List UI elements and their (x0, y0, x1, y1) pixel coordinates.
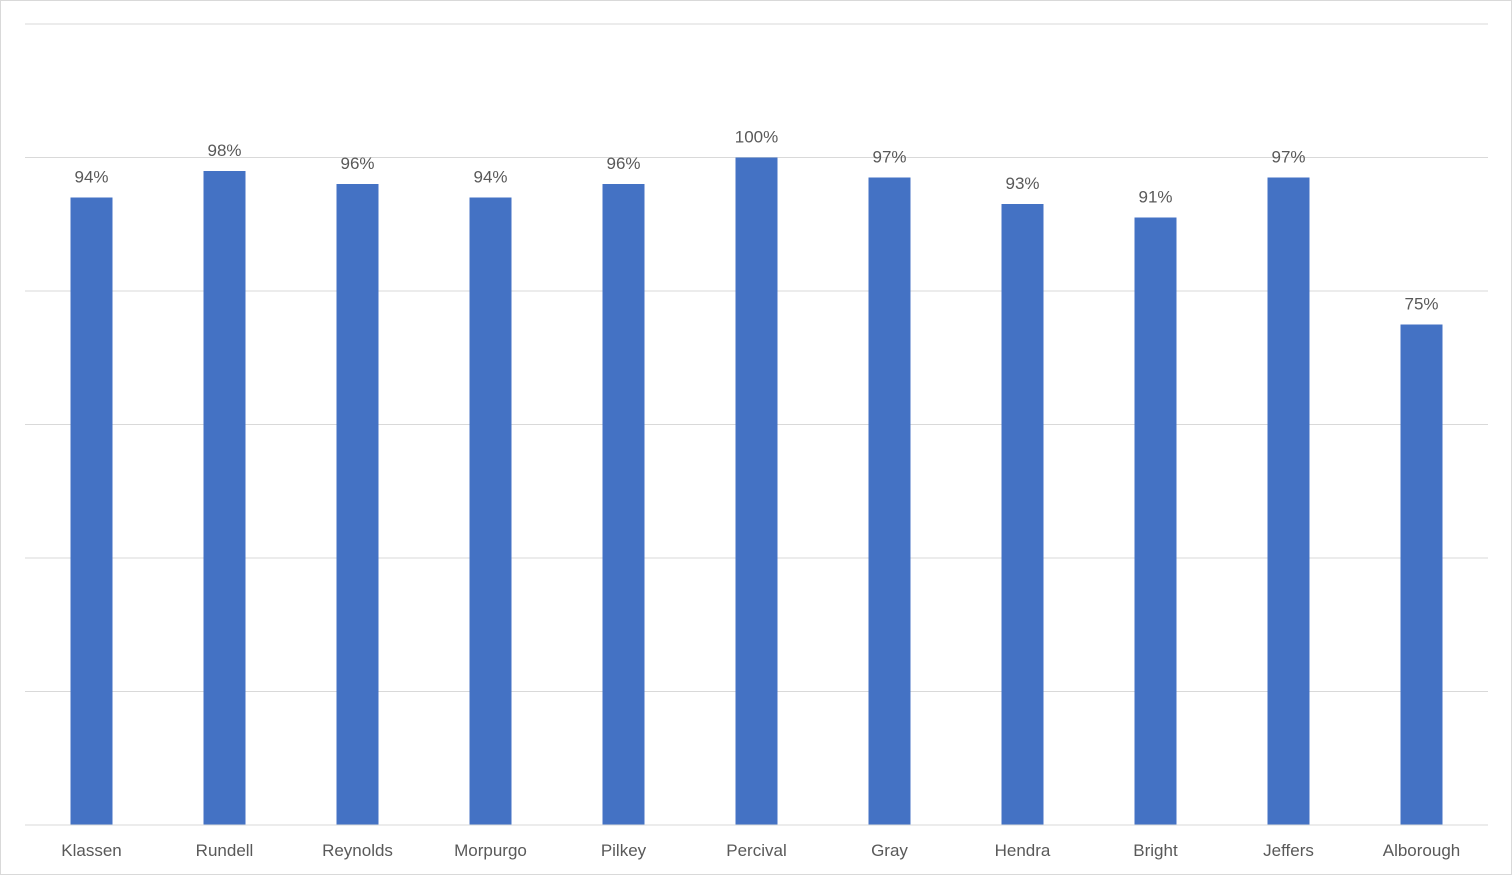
bar-pilkey (602, 184, 645, 825)
bar-jeffers (1267, 177, 1310, 825)
x-tick-label-alborough: Alborough (1383, 841, 1461, 860)
x-tick-label-klassen: Klassen (61, 841, 121, 860)
x-tick-labels: Klassen Rundell Reynolds Morpurgo Pilkey Perc… (61, 841, 1460, 860)
bar-alborough (1400, 324, 1443, 825)
data-label-reynolds: 96% (340, 154, 374, 173)
x-tick-label-morpurgo: Morpurgo (454, 841, 527, 860)
data-label-pilkey: 96% (606, 154, 640, 173)
data-label-klassen: 94% (74, 168, 108, 187)
data-labels: 94% 98% 96% 94% 96% 100% 97% 93% 91% 97% 75% (74, 128, 1438, 314)
bar-gray (868, 177, 911, 825)
data-label-hendra: 93% (1005, 174, 1039, 193)
data-label-rundell: 98% (207, 141, 241, 160)
x-tick-label-gray: Gray (871, 841, 908, 860)
data-label-percival: 100% (735, 128, 778, 147)
data-label-alborough: 75% (1404, 294, 1438, 313)
data-label-gray: 97% (872, 148, 906, 167)
bars (70, 157, 1443, 826)
x-tick-label-rundell: Rundell (196, 841, 254, 860)
bar-reynolds (336, 184, 379, 825)
x-tick-label-pilkey: Pilkey (601, 841, 647, 860)
bar-hendra (1001, 204, 1044, 826)
bar-percival (735, 157, 778, 825)
x-tick-label-reynolds: Reynolds (322, 841, 393, 860)
bar-rundell (203, 170, 246, 826)
x-tick-label-bright: Bright (1133, 841, 1178, 860)
x-tick-label-hendra: Hendra (995, 841, 1051, 860)
x-tick-label-percival: Percival (726, 841, 786, 860)
data-label-morpurgo: 94% (473, 168, 507, 187)
bar-morpurgo (469, 197, 512, 826)
bar-klassen (70, 197, 113, 826)
data-label-bright: 91% (1138, 188, 1172, 207)
x-tick-label-jeffers: Jeffers (1263, 841, 1314, 860)
data-label-jeffers: 97% (1271, 148, 1305, 167)
bar-bright (1134, 217, 1177, 825)
